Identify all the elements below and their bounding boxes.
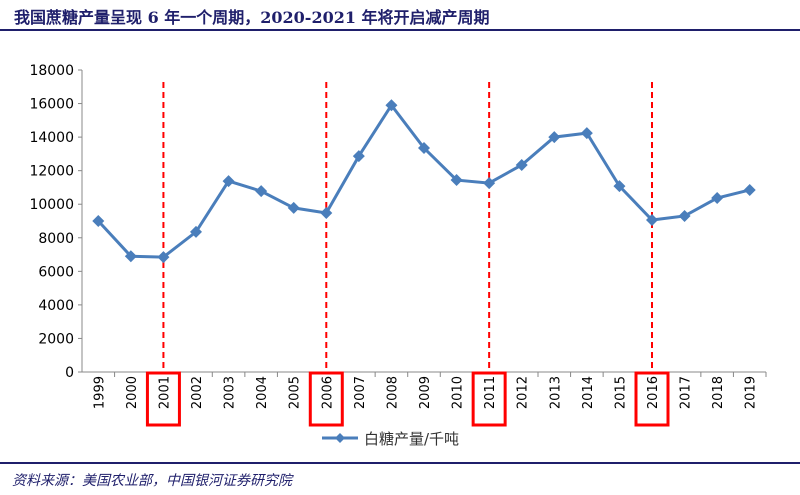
data-point-2007 bbox=[352, 150, 365, 163]
data-point-2014 bbox=[580, 127, 593, 140]
data-point-2009 bbox=[418, 142, 430, 155]
data-point-2006 bbox=[320, 206, 333, 219]
data-point-2004 bbox=[255, 185, 268, 198]
x-tick-label: 2004 bbox=[255, 376, 270, 409]
x-tick-label: 2018 bbox=[711, 376, 726, 409]
cycle-year-box-2006 bbox=[308, 371, 344, 427]
y-tick-label: 14000 bbox=[29, 130, 74, 146]
x-tick-label: 2014 bbox=[581, 376, 596, 409]
data-point-2002 bbox=[190, 225, 202, 238]
legend-label: 白糖产量/千吨 bbox=[364, 430, 459, 448]
data-point-2017 bbox=[678, 209, 691, 222]
title-divider bbox=[0, 29, 800, 31]
data-point-2008 bbox=[385, 99, 398, 112]
y-tick-label: 18000 bbox=[29, 63, 74, 79]
cycle-year-box-2016 bbox=[634, 371, 670, 427]
data-point-2015 bbox=[613, 180, 626, 193]
x-tick-label: 2002 bbox=[190, 376, 205, 409]
x-tick-label: 1999 bbox=[92, 376, 107, 409]
cycle-year-box-2001 bbox=[145, 371, 181, 427]
data-point-2001 bbox=[157, 251, 170, 264]
y-tick-label: 6000 bbox=[38, 264, 74, 280]
source-note: 资料来源：美国农业部，中国银河证券研究院 bbox=[12, 473, 292, 489]
cycle-year-box-2011 bbox=[471, 371, 507, 427]
x-tick-label: 2010 bbox=[451, 376, 466, 409]
data-point-2016 bbox=[646, 213, 658, 226]
x-tick-label: 2007 bbox=[353, 376, 368, 409]
x-tick-label: 2015 bbox=[613, 376, 628, 409]
y-tick-label: 12000 bbox=[29, 164, 74, 180]
x-tick-label: 2001 bbox=[157, 376, 172, 409]
chart-title: 我国蔗糖产量呈现 6 年一个周期，2020-2021 年将开启减产周期 bbox=[14, 8, 490, 27]
x-tick-label: 2012 bbox=[516, 376, 531, 409]
data-point-2005 bbox=[287, 201, 300, 214]
y-tick-label: 4000 bbox=[38, 298, 74, 314]
x-tick-label: 2017 bbox=[679, 376, 694, 409]
data-point-2013 bbox=[548, 131, 561, 144]
y-tick-label: 0 bbox=[65, 365, 74, 381]
data-point-2012 bbox=[515, 158, 528, 171]
y-tick-label: 2000 bbox=[38, 331, 74, 347]
data-point-2011 bbox=[483, 177, 496, 190]
data-point-2019 bbox=[743, 183, 756, 196]
x-tick-label: 2000 bbox=[125, 376, 140, 409]
legend-marker bbox=[335, 433, 345, 443]
y-tick-label: 10000 bbox=[29, 197, 74, 213]
x-tick-label: 2003 bbox=[223, 376, 238, 409]
x-tick-label: 2005 bbox=[288, 376, 303, 409]
data-point-1999 bbox=[92, 215, 105, 227]
x-tick-label: 2006 bbox=[320, 376, 335, 409]
footer-divider bbox=[0, 462, 800, 464]
x-tick-label: 2011 bbox=[483, 376, 498, 409]
x-tick-label: 2009 bbox=[418, 376, 433, 409]
x-tick-label: 2019 bbox=[744, 376, 759, 409]
data-point-2000 bbox=[124, 250, 137, 263]
y-tick-label: 16000 bbox=[29, 97, 74, 113]
data-point-2003 bbox=[222, 175, 235, 188]
x-tick-label: 2013 bbox=[548, 376, 563, 409]
data-point-2010 bbox=[450, 174, 463, 187]
data-point-2018 bbox=[711, 192, 724, 205]
x-tick-label: 2016 bbox=[646, 376, 661, 409]
y-tick-label: 8000 bbox=[38, 231, 74, 247]
x-tick-label: 2008 bbox=[385, 376, 400, 409]
